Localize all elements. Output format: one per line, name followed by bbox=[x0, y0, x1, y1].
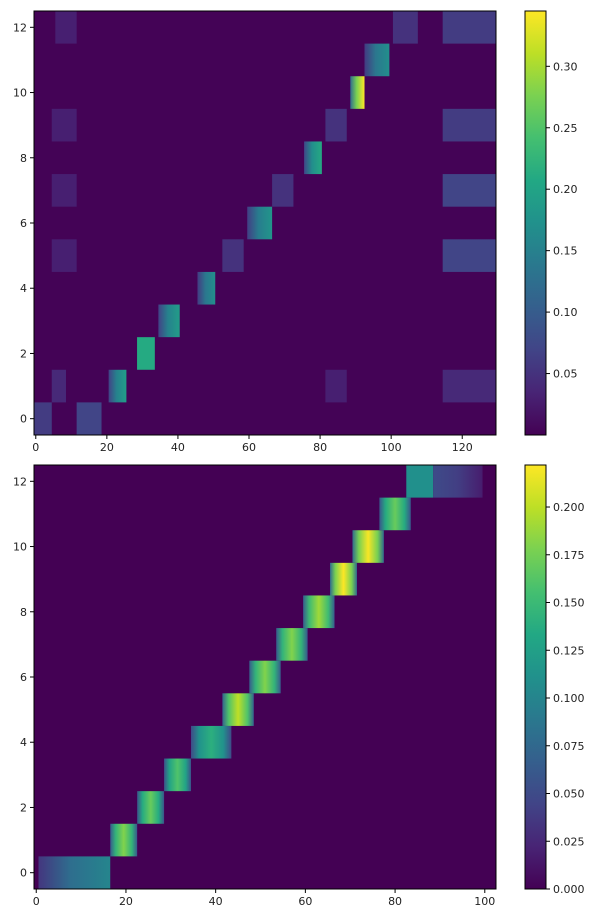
heatmap-cell-block bbox=[442, 239, 496, 272]
colorbar-tick-label: 0.10 bbox=[553, 306, 578, 319]
y-tick-label: 8 bbox=[20, 606, 27, 619]
heatmap-cell-block bbox=[76, 402, 102, 435]
x-tick-label: 0 bbox=[32, 441, 39, 454]
heatmap-cell-block bbox=[164, 758, 191, 792]
colorbar bbox=[524, 464, 547, 890]
x-tick-label: 100 bbox=[381, 441, 402, 454]
heatmap-cell-block bbox=[364, 43, 390, 77]
x-tick-label: 80 bbox=[388, 895, 402, 905]
heatmap-cell-block bbox=[379, 497, 411, 531]
x-tick-label: 60 bbox=[298, 895, 312, 905]
heatmap-cell-block bbox=[51, 239, 77, 272]
heatmap-cell-block bbox=[350, 76, 365, 109]
heatmap-cell-block bbox=[276, 628, 308, 661]
heatmap-cell-block bbox=[249, 660, 281, 694]
y-tick-label: 12 bbox=[13, 21, 27, 34]
heatmap-cell-block bbox=[247, 206, 273, 240]
colorbar-tick-label: 0.000 bbox=[553, 883, 585, 896]
x-tick-label: 20 bbox=[100, 441, 114, 454]
heatmap-cell-block bbox=[197, 271, 216, 305]
heatmap-cell-block bbox=[55, 11, 77, 44]
x-tick-label: 100 bbox=[474, 895, 495, 905]
colorbar-tick-label: 0.075 bbox=[553, 740, 585, 753]
y-tick-label: 4 bbox=[20, 736, 27, 749]
heatmap-cell-block bbox=[137, 337, 155, 370]
colorbar-tick-label: 0.25 bbox=[553, 122, 578, 135]
heatmap-cell-block bbox=[158, 304, 180, 338]
heatmap-cell-block bbox=[34, 402, 52, 435]
x-tick-label: 80 bbox=[313, 441, 327, 454]
y-tick-label: 6 bbox=[20, 217, 27, 230]
heatmap-cell-block bbox=[352, 530, 384, 563]
heatmap-cell-block bbox=[108, 369, 127, 403]
heatmap-cell-block bbox=[442, 11, 496, 44]
heatmap-cell-block bbox=[304, 141, 322, 175]
colorbar-tick-label: 0.050 bbox=[553, 788, 585, 801]
heatmap-cell-block bbox=[51, 174, 77, 207]
heatmap-cell-block bbox=[325, 369, 347, 403]
x-tick-label: 40 bbox=[171, 441, 185, 454]
colorbar-tick-label: 0.175 bbox=[553, 549, 585, 562]
colorbar-tick-label: 0.05 bbox=[553, 368, 578, 381]
y-tick-label: 6 bbox=[20, 671, 27, 684]
colorbar-tick-label: 0.125 bbox=[553, 644, 585, 657]
y-tick-label: 8 bbox=[20, 152, 27, 165]
y-tick-label: 4 bbox=[20, 282, 27, 295]
colorbar-tick-label: 0.30 bbox=[553, 60, 578, 73]
y-tick-label: 12 bbox=[13, 475, 27, 488]
heatmap-cell-block bbox=[442, 174, 496, 207]
x-tick-label: 20 bbox=[119, 895, 133, 905]
y-tick-label: 10 bbox=[13, 87, 27, 100]
x-tick-label: 0 bbox=[33, 895, 40, 905]
heatmap-panel-bottom: 0 20 40 60 80 100 0 2 4 6 8 10 12 0.000 0.025 0.050 0.07… bbox=[13, 464, 585, 905]
heatmap-cell-block bbox=[137, 791, 165, 824]
heatmap-cell-block bbox=[392, 11, 418, 44]
heatmap-cell-block bbox=[442, 108, 496, 142]
heatmap-cell-block bbox=[222, 239, 244, 272]
heatmap-cell-block bbox=[51, 108, 77, 142]
x-tick-label: 60 bbox=[242, 441, 256, 454]
heatmap-cell-block bbox=[190, 725, 232, 759]
y-tick-label: 2 bbox=[20, 801, 27, 814]
heatmap-cell-block bbox=[38, 856, 111, 889]
heatmap-cell-block bbox=[303, 595, 335, 629]
heatmap-cell-block bbox=[330, 562, 357, 596]
colorbar-tick-label: 0.15 bbox=[553, 245, 578, 258]
heatmap-cell-block bbox=[110, 823, 138, 857]
heatmap-cell-block bbox=[325, 108, 347, 142]
heatmap-cell-block bbox=[222, 693, 254, 726]
colorbar-tick-label: 0.20 bbox=[553, 183, 578, 196]
y-tick-label: 10 bbox=[13, 541, 27, 554]
colorbar-tick-label: 0.150 bbox=[553, 597, 585, 610]
colorbar-tick-label: 0.200 bbox=[553, 501, 585, 514]
x-tick-label: 120 bbox=[452, 441, 473, 454]
heatmap-cell-block bbox=[51, 369, 66, 403]
y-tick-label: 0 bbox=[20, 867, 27, 880]
heatmap-cell-block bbox=[433, 465, 483, 498]
heatmap-panel-top: 0 20 40 60 80 100 120 0 2 4 6 8 10 12 0.05 0.10 0.15 0.20… bbox=[13, 10, 578, 454]
y-tick-label: 0 bbox=[20, 413, 27, 426]
colorbar-tick-label: 0.100 bbox=[553, 692, 585, 705]
y-tick-label: 2 bbox=[20, 347, 27, 360]
x-tick-label: 40 bbox=[209, 895, 223, 905]
heatmap-cell-block bbox=[406, 465, 434, 498]
colorbar-tick-label: 0.025 bbox=[553, 835, 585, 848]
colorbar bbox=[524, 10, 547, 436]
heatmap-cell-block bbox=[272, 174, 294, 207]
heatmap-cell-block bbox=[442, 369, 496, 403]
